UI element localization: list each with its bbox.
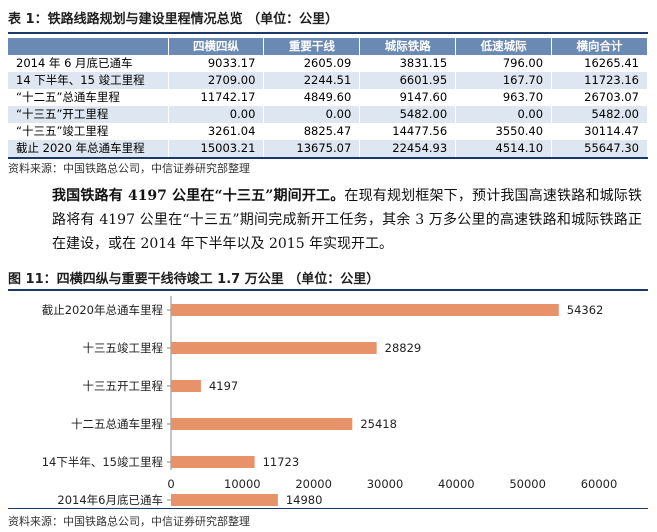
table-header-cell: 重要干线 (263, 38, 361, 55)
chart-source-note: 资料来源：中国铁路总公司，中信证券研究部整理 (8, 515, 250, 528)
body-paragraph: 我国铁路有 4197 公里在“十三五”期间开工。在现有规划框架下，预计我国高速铁… (52, 184, 642, 256)
table-cell: 14477.56 (359, 123, 457, 140)
table-row: “十三五”开工里程 0.00 0.00 5482.00 0.00 5482.00 (8, 106, 648, 123)
table-cell: 4849.60 (263, 89, 361, 106)
table-header-cell: 横向合计 (551, 38, 648, 55)
paragraph-body: 在现有规划框架下，预计我国高速铁路和城际铁路将有 4197 公里在“十三五”期间… (52, 188, 642, 252)
x-tick-label: 0 (167, 477, 174, 491)
table-cell: 22454.93 (359, 140, 457, 159)
table-title: 表 1：铁路线路规划与建设里程情况总览 （单位：公里） (8, 12, 339, 27)
table-cell: 0.00 (455, 106, 553, 123)
category-label: 截止2020年总通车里程 (42, 303, 164, 317)
table-row-label: “十三五”开工里程 (8, 106, 169, 123)
x-tick-label: 30000 (367, 477, 404, 491)
chart-bottom-rule (8, 508, 648, 509)
table-cell: 2605.09 (263, 55, 361, 72)
table-cell: 11723.16 (551, 72, 648, 89)
table-title-rule (8, 32, 648, 34)
table-header-cell: 城际铁路 (359, 38, 457, 55)
table-row: 14 下半年、15 竣工里程 2709.00 2244.51 6601.95 1… (8, 72, 648, 89)
value-label: 54362 (567, 303, 604, 317)
table-cell: 15003.21 (168, 140, 265, 159)
category-label: 十二五总通车里程 (71, 417, 163, 431)
table-row-label: 2014 年 6 月底已通车 (8, 55, 169, 72)
table-cell: 3831.15 (359, 55, 457, 72)
table-cell: 4514.10 (455, 140, 553, 159)
table-row: “十二五”总通车里程 11742.17 4849.60 9147.60 963.… (8, 89, 648, 106)
table-cell: 796.00 (455, 55, 553, 72)
bar (171, 494, 278, 506)
table-row-label: 14 下半年、15 竣工里程 (8, 72, 169, 89)
value-label: 28829 (385, 341, 422, 355)
chart-title: 图 11：四横四纵与重要干线待竣工 1.7 万公里 （单位：公里） (8, 272, 380, 287)
x-tick-label: 40000 (438, 477, 475, 491)
category-label: 十三五开工里程 (83, 379, 164, 393)
table-cell: 26703.07 (551, 89, 648, 106)
table-cell: 167.70 (455, 72, 553, 89)
x-tick-label: 60000 (581, 477, 618, 491)
table-cell: 9147.60 (359, 89, 457, 106)
bar (171, 342, 377, 354)
table-row: 2014 年 6 月底已通车 9033.17 2605.09 3831.15 7… (8, 55, 648, 72)
table-row: 截止 2020 年总通车里程 15003.21 13675.07 22454.9… (8, 140, 648, 159)
table-header-cell (8, 38, 169, 55)
table-cell: 8825.47 (263, 123, 361, 140)
category-label: 2014年6月底已通车 (57, 493, 163, 506)
bar (171, 456, 255, 468)
table-cell: 3261.04 (168, 123, 265, 140)
table-header-cell: 低速城际 (455, 38, 553, 55)
table-cell: 2244.51 (263, 72, 361, 89)
table-cell: 5482.00 (551, 106, 648, 123)
value-label: 11723 (263, 455, 300, 469)
value-label: 4197 (209, 379, 238, 393)
chart-title-rule (8, 289, 648, 291)
bar (171, 304, 559, 316)
table-cell: 30114.47 (551, 123, 648, 140)
table-row-label: “十二五”总通车里程 (8, 89, 169, 106)
x-tick-label: 10000 (224, 477, 261, 491)
table-cell: 6601.95 (359, 72, 457, 89)
paragraph-lead: 我国铁路有 4197 公里在“十三五”期间开工。 (52, 188, 345, 204)
x-tick-label: 50000 (509, 477, 546, 491)
table-source-note: 资料来源：中国铁路总公司，中信证券研究部整理 (8, 162, 250, 175)
table-cell: 11742.17 (168, 89, 265, 106)
table-cell: 5482.00 (359, 106, 457, 123)
category-label: 14下半年、15竣工里程 (42, 455, 164, 469)
table-cell: 0.00 (168, 106, 265, 123)
table-cell: 13675.07 (263, 140, 361, 159)
table-cell: 2709.00 (168, 72, 265, 89)
table-cell: 963.70 (455, 89, 553, 106)
table-header-cell: 四横四纵 (168, 38, 265, 55)
horizontal-bar-chart: 截止2020年总通车里程 54362 十三五竣工里程 28829 十三五开工里程 4197… (42, 296, 618, 506)
value-label: 25418 (360, 417, 397, 431)
value-label: 14980 (286, 493, 323, 506)
table-cell: 16265.41 (551, 55, 648, 72)
table-cell: 9033.17 (168, 55, 265, 72)
table-cell: 55647.30 (551, 140, 648, 159)
x-tick-label: 20000 (295, 477, 332, 491)
table-cell: 0.00 (263, 106, 361, 123)
table-row-label: “十三五”竣工里程 (8, 123, 169, 140)
table-cell: 3550.40 (455, 123, 553, 140)
bar (171, 380, 201, 392)
table-row-label: 截止 2020 年总通车里程 (8, 140, 169, 159)
bar (171, 418, 353, 430)
rail-summary-table: 四横四纵 重要干线 城际铁路 低速城际 横向合计 2014 年 6 月底已通车 … (8, 38, 648, 159)
category-label: 十三五竣工里程 (83, 341, 164, 355)
table-row: “十三五”竣工里程 3261.04 8825.47 14477.56 3550.… (8, 123, 648, 140)
table-header-row: 四横四纵 重要干线 城际铁路 低速城际 横向合计 (8, 38, 648, 55)
